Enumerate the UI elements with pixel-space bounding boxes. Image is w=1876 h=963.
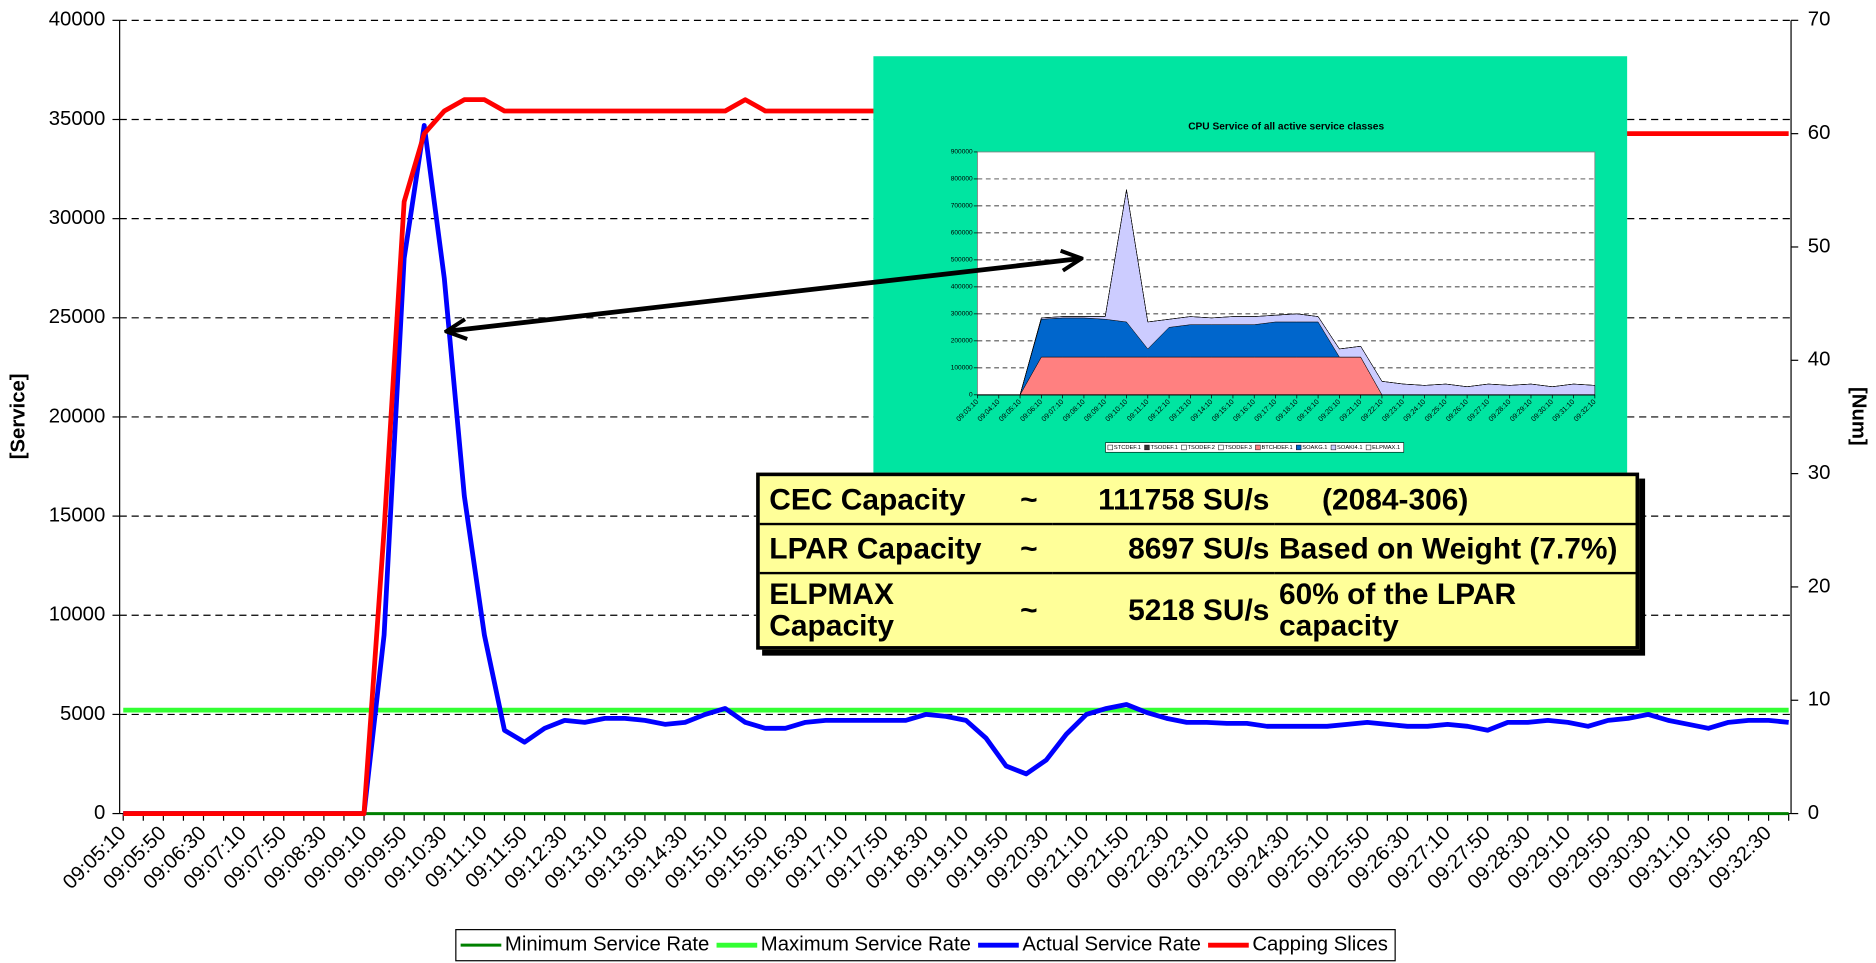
y2-tick-label: 30 <box>1808 462 1831 484</box>
y2-tick-label: 60 <box>1808 122 1831 144</box>
inset-legend-swatch <box>1296 444 1302 451</box>
legend-label: Capping Slices <box>1252 934 1388 956</box>
annotation-cell: LPAR Capacity <box>759 522 1006 574</box>
y2-tick-label: 20 <box>1808 575 1831 597</box>
y-tick-label: 15000 <box>49 504 106 526</box>
inset-legend-label: TSODEF.1 <box>1151 445 1178 451</box>
y-tick-label: 0 <box>94 802 105 824</box>
y-tick-label: 5000 <box>60 703 105 725</box>
y2-tick-label: 50 <box>1808 235 1831 257</box>
inset-legend-swatch <box>1365 444 1372 451</box>
inset-chart: CPU Service of all active service classe… <box>873 56 1628 473</box>
overlay <box>446 258 1081 331</box>
annotation-row: CEC Capacity ~ 111758 SU/s (2084-306) <box>760 476 1636 524</box>
annotation-cell: 60% of the LPAR capacity <box>1274 571 1636 647</box>
annotation-cell: ELPMAX Capacity <box>759 571 1006 647</box>
y-tick-label: 40000 <box>49 9 106 31</box>
inset-y-tick-label: 700000 <box>951 203 973 210</box>
inset-legend-swatch <box>1255 444 1261 451</box>
inset-y-tick-label: 100000 <box>951 365 973 372</box>
y2-tick-label: 0 <box>1808 802 1819 824</box>
series-line <box>123 123 1789 816</box>
inset-legend-label: SOAKG.1 <box>1302 445 1327 451</box>
inset-y-tick-label: 800000 <box>951 176 973 183</box>
annotation-cell: ~ <box>1005 571 1053 647</box>
legend-label: Maximum Service Rate <box>761 934 971 956</box>
inset-y-tick-label: 0 <box>969 392 973 399</box>
inset-legend-label: TSODEF.3 <box>1224 445 1251 451</box>
y-tick-label: 25000 <box>49 306 106 328</box>
annotation-cell: 5218 SU/s <box>1052 571 1275 647</box>
inset-area <box>977 189 1595 396</box>
arrow <box>446 258 1081 331</box>
y2-axis-title: [Num] <box>1848 387 1870 446</box>
legend-label: Actual Service Rate <box>1022 934 1201 956</box>
annotation-cell: ~ <box>1020 482 1038 517</box>
y-tick-label: 35000 <box>49 108 106 130</box>
y-tick-label: 20000 <box>49 405 106 427</box>
y-axis-title: [Service] <box>8 373 30 459</box>
annotation-row: LPAR Capacity ~ 8697 SU/s Based on Weigh… <box>759 522 1636 574</box>
y2-tick-label: 70 <box>1808 9 1831 31</box>
inset-y-tick-label: 900000 <box>951 149 973 156</box>
y-tick-label: 30000 <box>49 207 106 229</box>
annotation-table: CEC Capacity ~ 111758 SU/s (2084-306) LP… <box>759 476 1636 647</box>
inset-legend-swatch <box>1107 444 1113 451</box>
inset-y-tick-label: 600000 <box>951 230 973 237</box>
inset-legend-swatch <box>1218 444 1224 451</box>
inset-y-tick-label: 400000 <box>951 284 973 291</box>
inset-y-tick-label: 200000 <box>951 338 973 345</box>
annotation-cell: CEC Capacity <box>769 482 966 517</box>
inset-legend-label: ELPMAX.1 <box>1372 445 1400 451</box>
inset-legend-label: SOAKI4.1 <box>1337 445 1362 451</box>
annotation-box: CEC Capacity ~ 111758 SU/s (2084-306) LP… <box>756 472 1640 650</box>
y-tick-label: 10000 <box>49 604 106 626</box>
inset-y-tick-label: 500000 <box>951 257 973 264</box>
inset-legend-label: BTCHDEF.1 <box>1261 445 1292 451</box>
inset-title: CPU Service of all active service classe… <box>1188 122 1384 133</box>
inset-y-tick-label: 300000 <box>951 311 973 318</box>
annotation-cell: ~ <box>1005 522 1053 574</box>
inset-legend-swatch <box>1144 444 1150 451</box>
annotation-cell: Based on Weight (7.7%) <box>1274 522 1636 574</box>
annotation-cell: 8697 SU/s <box>1052 522 1275 574</box>
inset-legend-swatch <box>1181 444 1187 451</box>
inset-legend-swatch <box>1330 444 1337 451</box>
inset-legend-box <box>1105 442 1405 453</box>
legend-label: Minimum Service Rate <box>505 934 709 956</box>
y2-tick-label: 40 <box>1808 349 1831 371</box>
y2-tick-label: 10 <box>1808 689 1831 711</box>
annotation-cell: (2084-306) <box>1322 482 1469 517</box>
annotation-row: ELPMAX Capacity ~ 5218 SU/s 60% of the L… <box>759 571 1636 647</box>
annotation-cell: 111758 SU/s <box>1098 482 1270 517</box>
inset-legend-label: TSODEF.2 <box>1188 445 1215 451</box>
inset-legend-label: STCDEF.1 <box>1114 445 1141 451</box>
